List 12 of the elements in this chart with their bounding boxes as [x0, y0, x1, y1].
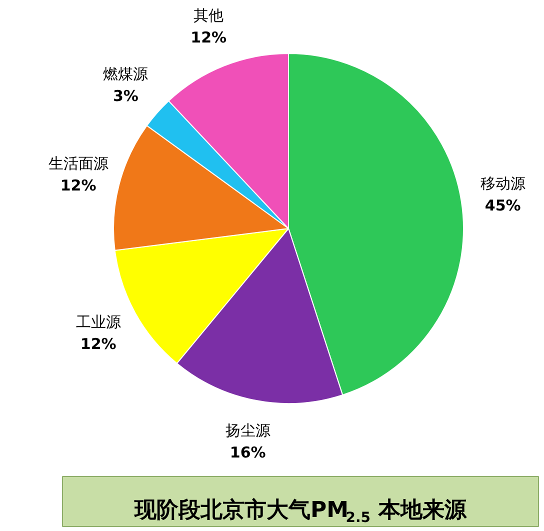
data-label: 12%: [190, 28, 227, 47]
slice-label: 工业源: [76, 313, 121, 332]
slice-label: 移动源: [480, 174, 526, 193]
data-label: 12%: [80, 335, 116, 354]
slice-label: 生活面源: [48, 154, 108, 173]
slice-label: 扬尘源: [225, 422, 270, 440]
data-label: 16%: [230, 444, 266, 462]
slice-label: 燃煤源: [103, 64, 148, 83]
slice-label: 其他: [194, 6, 224, 25]
data-label: 12%: [60, 176, 96, 195]
data-label: 3%: [112, 86, 138, 105]
data-label: 45%: [484, 196, 521, 215]
